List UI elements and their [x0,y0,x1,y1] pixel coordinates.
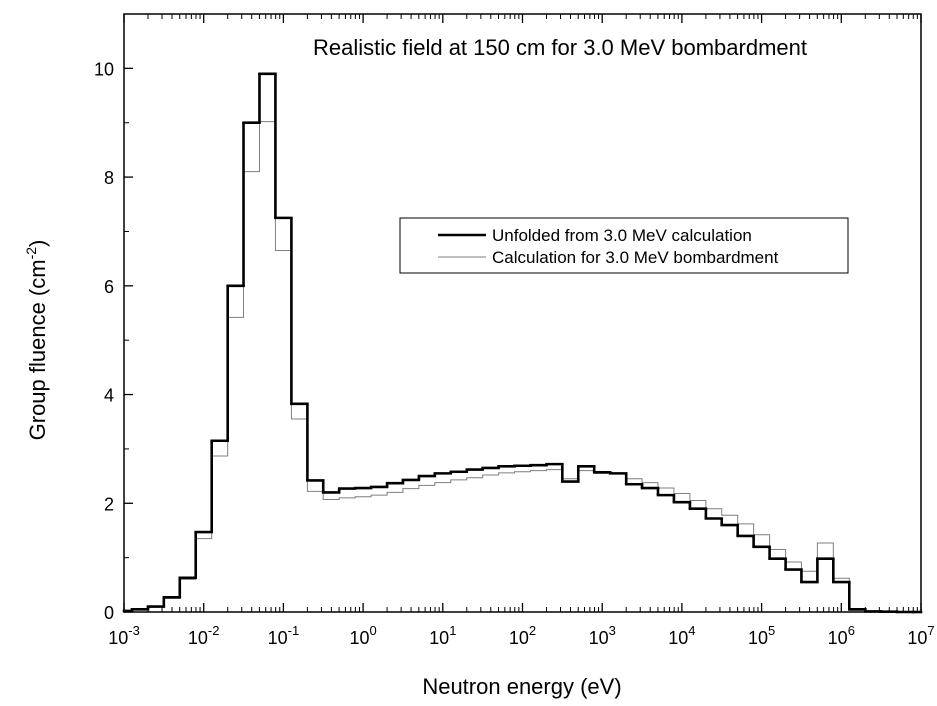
x-tick-base: 10 [589,628,609,648]
x-tick-base: 10 [349,628,369,648]
x-tick-exponent: 3 [609,623,616,638]
y-tick-label: 6 [104,277,114,297]
x-tick-base: 10 [429,628,449,648]
x-axis-label: Neutron energy (eV) [422,674,621,699]
chart-title: Realistic field at 150 cm for 3.0 MeV bo… [313,35,807,60]
legend-box [399,217,849,274]
series [122,72,923,614]
x-tick-exponent: 7 [927,623,934,638]
y-axis-label-suffix: ) [25,240,50,247]
y-tick-label: 8 [104,168,114,188]
x-tick-base: 10 [668,628,688,648]
y-tick-label: 4 [104,386,114,406]
x-tick-label: 105 [748,623,775,648]
x-tick-exponent: 2 [529,623,536,638]
y-axis-label-sup: -2 [23,247,39,260]
x-tick-base: 10 [828,628,848,648]
x-tick-exponent: -2 [208,623,220,638]
y-tick-label: 2 [104,494,114,514]
y-axis-label-text: Group fluence (cm [25,259,50,440]
x-tick-base: 10 [907,628,927,648]
legend-label: Calculation for 3.0 MeV bombardment [492,248,779,267]
y-axis-label: Group fluence (cm-2) [23,240,50,441]
x-tick-exponent: -1 [288,623,300,638]
x-tick-label: 103 [589,623,616,648]
x-tick-exponent: 0 [369,623,376,638]
x-tick-label: 10-2 [188,623,220,648]
x-tick-label: 10-1 [268,623,300,648]
x-tick-label: 106 [828,623,855,648]
x-tick-label: 102 [509,623,536,648]
legend-label: Unfolded from 3.0 MeV calculation [492,226,752,245]
x-tick-exponent: 5 [768,623,775,638]
x-tick-exponent: 1 [449,623,456,638]
x-tick-base: 10 [509,628,529,648]
x-tick-label: 104 [668,623,695,648]
x-tick-label: 100 [349,623,376,648]
x-tick-label: 10-3 [108,623,140,648]
x-tick-base: 10 [268,628,288,648]
x-tick-base: 10 [188,628,208,648]
x-tick-exponent: 6 [848,623,855,638]
y-tick-label: 0 [104,603,114,623]
x-tick-exponent: 4 [688,623,695,638]
x-tick-label: 107 [907,623,934,648]
x-tick-base: 10 [108,628,128,648]
x-tick-base: 10 [748,628,768,648]
x-tick-label: 101 [429,623,456,648]
y-tick-label: 10 [94,59,114,79]
x-tick-exponent: -3 [128,623,140,638]
